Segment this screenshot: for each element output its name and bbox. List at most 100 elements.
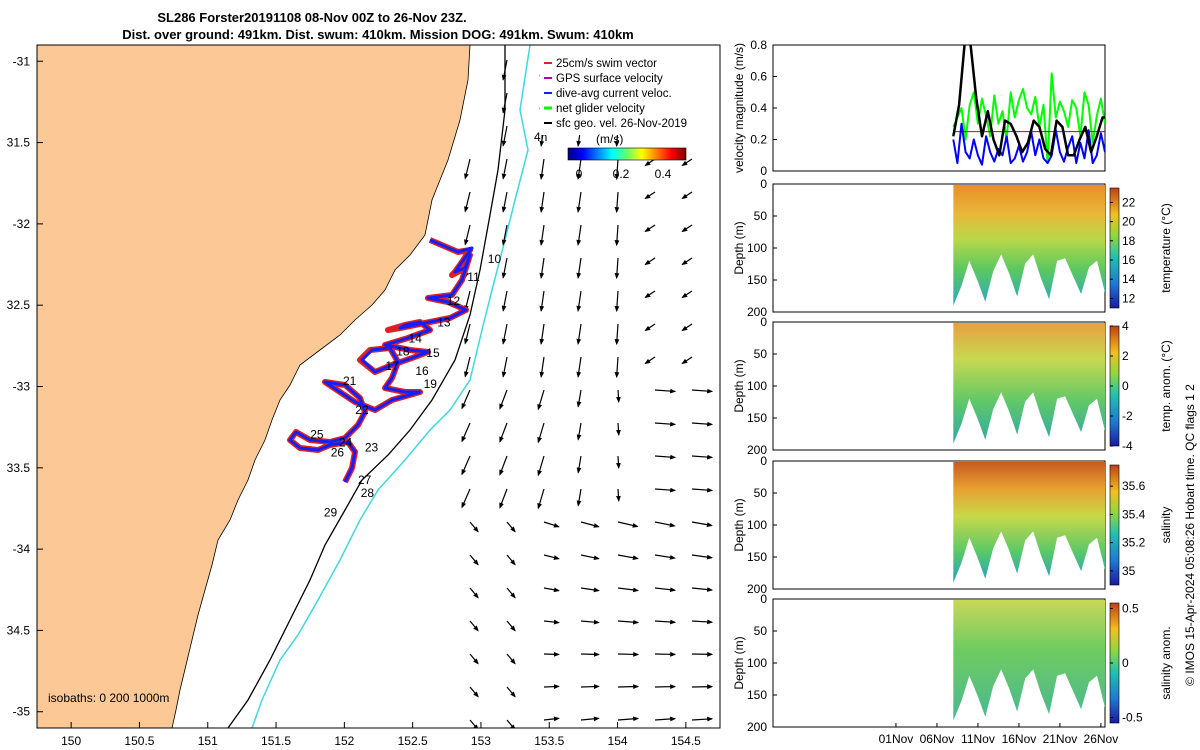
velocity-vector — [580, 619, 600, 625]
section-ytick-label: 0 — [760, 315, 767, 329]
section-ylabel: Depth (m) — [732, 359, 746, 412]
map-xtick-label: 152.5 — [398, 734, 428, 748]
section-data-field — [953, 323, 1105, 444]
velocity-ytick-label: 0.4 — [750, 101, 767, 115]
velocity-vector — [469, 554, 479, 566]
velocity-vector — [537, 455, 545, 477]
velocity-vector — [501, 224, 508, 246]
velocity-vector — [614, 158, 620, 181]
velocity-vector — [580, 554, 600, 561]
velocity-vector — [654, 487, 677, 493]
map-ytick-label: 34.5 — [7, 623, 31, 637]
velocity-vector — [654, 619, 677, 625]
velocity-vector — [539, 158, 545, 180]
velocity-vector — [580, 521, 600, 528]
legend-swim-vector: 25cm/s swim vector — [556, 58, 657, 70]
section-ytick-label: 100 — [747, 241, 767, 255]
velocity-vector — [464, 323, 471, 345]
velocity-series — [952, 45, 1105, 166]
velocity-vector — [614, 257, 620, 280]
velocity-vector — [576, 290, 582, 312]
velocity-ylabel: velocity magnitude (m/s) — [732, 43, 746, 173]
section-xtick-label: 06Nov — [920, 732, 955, 746]
section-colorbar-label: temp. anom. (°C) — [1159, 340, 1173, 432]
velocity-vector — [616, 389, 621, 403]
velocity-vector — [654, 454, 677, 460]
velocity-ytick-label: 0.6 — [750, 70, 767, 84]
depth-section-panel: 0 50 100 150 200 Depth (m) 35 35.2 35.4 35.6 salin… — [732, 454, 1173, 596]
velocity-vector — [681, 224, 693, 233]
velocity-vector — [654, 716, 677, 722]
velocity-vector — [681, 158, 693, 167]
velocity-vector — [617, 684, 640, 689]
depth-section-panel: 0 50 100 150 200 Depth (m) -4 -2 0 2 4 temp. anom. … — [732, 315, 1173, 457]
map-colorbar-tick: 0 — [576, 167, 583, 181]
velocity-vector — [691, 421, 714, 427]
velocity-panel: 0 0.2 0.4 0.6 0.8 velocity magnitude (m/s) — [732, 38, 1106, 178]
section-xtick-label: 26Nov — [1084, 732, 1119, 746]
map-xtick-label: 154.5 — [671, 734, 701, 748]
map-ytick-label: 31.5 — [7, 136, 31, 150]
section-ytick-label: 150 — [747, 688, 767, 702]
map-ytick-label: -31 — [13, 54, 31, 68]
velocity-vector — [501, 323, 508, 345]
velocity-vector — [576, 422, 582, 441]
velocity-vector — [539, 356, 545, 378]
map-colorbar-tick: 0.4 — [655, 167, 672, 181]
velocity-vector — [501, 257, 508, 279]
velocity-vector — [539, 191, 545, 213]
section-colorbar-label: temperature (°C) — [1159, 203, 1173, 293]
velocity-vector — [464, 356, 471, 378]
map-ytick-label: -34 — [13, 542, 31, 556]
velocity-vector — [543, 684, 560, 690]
section-ytick-label: 0 — [760, 177, 767, 191]
waypoint-label: 15 — [426, 346, 440, 360]
section-ylabel: Depth (m) — [732, 636, 746, 689]
waypoint-label: 28 — [361, 486, 375, 500]
velocity-vector — [644, 323, 656, 332]
waypoint-label: 16 — [415, 364, 429, 378]
velocity-vector — [499, 455, 508, 476]
section-ytick-label: 150 — [747, 411, 767, 425]
section-ytick-label: 150 — [747, 273, 767, 287]
velocity-vector — [654, 388, 677, 394]
section-colorbar — [1109, 187, 1120, 309]
velocity-vector — [506, 521, 516, 533]
waypoint-label: 18 — [396, 345, 410, 359]
section-xtick-label: 11Nov — [961, 732, 995, 746]
velocity-vector — [461, 488, 471, 509]
depth-section-panel: 0 50 100 150 200 Depth (m) -0.5 0 0.5 salinity an… — [732, 592, 1173, 746]
map-legend: 25cm/s swim vector GPS surface velocity … — [540, 50, 710, 135]
velocity-vector — [644, 224, 656, 233]
velocity-vector — [537, 488, 545, 510]
isobath-note: isobaths: 0 200 1000m — [48, 691, 169, 705]
map-ticks: 150 150.5 151 151.5 152 152.5 153 153.5 154 154.5… — [7, 54, 702, 748]
velocity-vector — [506, 686, 516, 698]
section-ytick-label: 0 — [760, 592, 767, 606]
section-colorbar-tick-label: 16 — [1122, 253, 1136, 267]
velocity-vector — [539, 224, 545, 246]
velocity-ytick-label: 0 — [760, 164, 767, 178]
velocity-vector — [506, 620, 516, 632]
section-ytick-label: 100 — [747, 379, 767, 393]
velocity-vector — [543, 716, 560, 722]
velocity-vector — [614, 356, 620, 379]
velocity-vector — [681, 191, 693, 200]
velocity-vector — [617, 587, 640, 593]
velocity-vector — [691, 587, 714, 592]
surface-velocity-vectors — [461, 59, 714, 728]
velocity-vector — [501, 125, 508, 147]
land-mass — [37, 45, 471, 728]
velocity-vector — [469, 521, 479, 533]
velocity-vector — [681, 323, 693, 332]
figure-title-line2: Dist. over ground: 491km. Dist. swum: 41… — [122, 27, 634, 42]
velocity-vector — [580, 716, 600, 722]
section-ytick-label: 200 — [747, 720, 767, 734]
velocity-vector — [543, 619, 560, 625]
section-ytick-label: 100 — [747, 518, 767, 532]
section-ytick-label: 200 — [747, 582, 767, 596]
map-ytick-label: 33.5 — [7, 461, 31, 475]
section-colorbar-label: salinity anom. — [1159, 626, 1173, 699]
